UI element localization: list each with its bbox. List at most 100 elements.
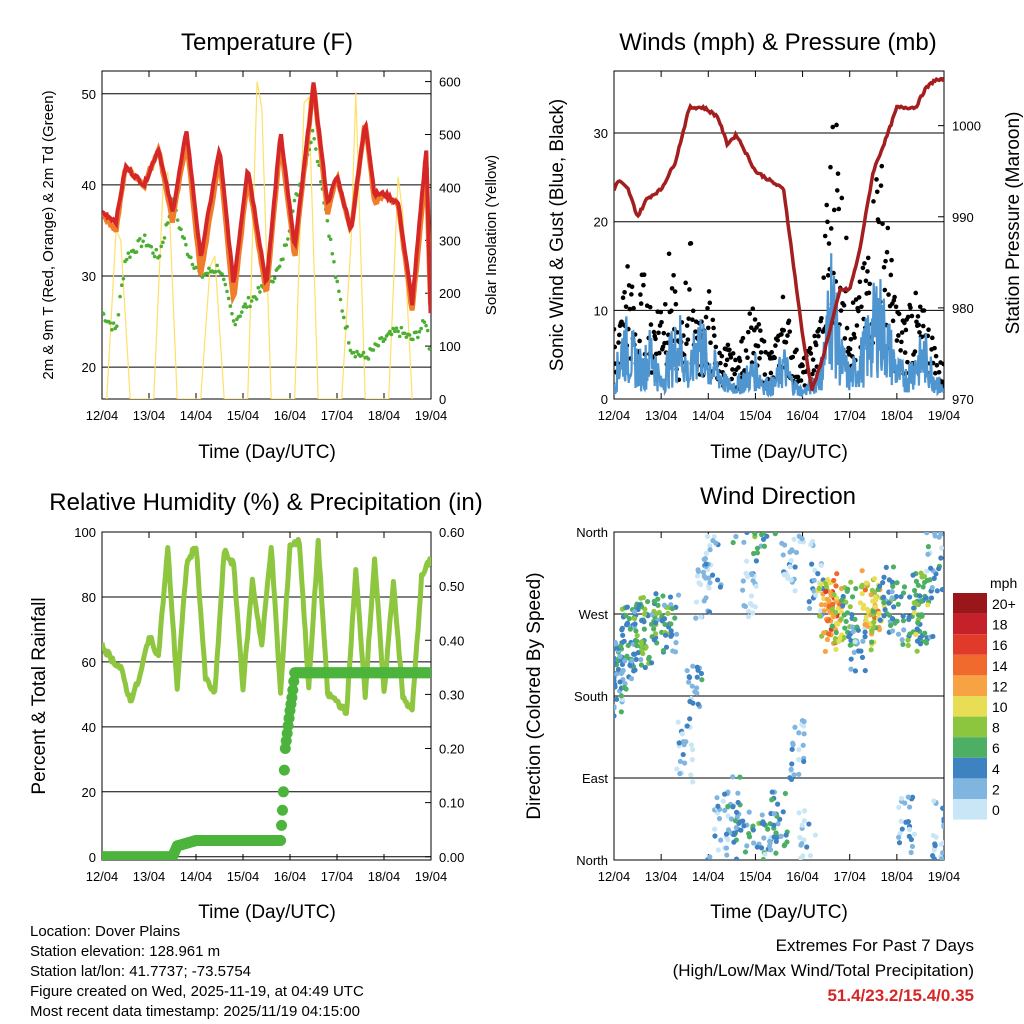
x-tick-label: 12/04 <box>598 408 631 423</box>
direction-point <box>769 789 775 795</box>
direction-point <box>925 551 931 557</box>
direction-point <box>890 564 897 570</box>
direction-point <box>801 837 807 843</box>
gust-point <box>892 294 897 300</box>
direction-point <box>813 592 819 598</box>
direction-point <box>668 621 674 627</box>
gust-point <box>899 330 905 335</box>
direction-point <box>852 616 858 622</box>
gust-point <box>718 360 723 366</box>
direction-point <box>724 852 730 858</box>
dewpoint-point <box>166 221 170 225</box>
direction-point <box>733 533 739 540</box>
gust-point <box>834 188 840 193</box>
direction-point <box>823 588 829 595</box>
y-tick-label: North <box>576 525 608 540</box>
direction-point <box>674 766 680 772</box>
direction-point <box>707 543 713 549</box>
gust-point <box>917 330 922 335</box>
x-tick-label: 16/04 <box>786 869 819 884</box>
direction-point <box>694 674 700 680</box>
direction-point <box>938 532 944 536</box>
direction-point <box>821 630 827 636</box>
gust-point <box>625 264 630 269</box>
direction-point <box>760 856 766 860</box>
legend-label: 0 <box>992 802 1000 818</box>
direction-point <box>881 600 887 606</box>
speed-legend: 20+ 18 16 14 12 10 8 6 4 2 0 <box>953 593 1016 820</box>
direction-point <box>868 647 874 653</box>
direction-point <box>907 631 913 637</box>
direction-point <box>644 598 651 605</box>
dewpoint-point <box>330 251 335 256</box>
direction-point <box>635 650 641 656</box>
dewpoint-point <box>215 263 219 268</box>
winds-plot: 12/04 13/04 14/04 15/04 16/04 17/04 18/04 19/04… <box>594 71 981 423</box>
direction-point <box>706 575 712 581</box>
direction-point <box>898 818 904 824</box>
gust-point <box>899 339 904 345</box>
gust-point <box>834 122 839 128</box>
direction-point <box>665 610 671 617</box>
direction-point <box>914 638 921 644</box>
direction-point <box>675 592 682 598</box>
direction-point <box>661 602 668 608</box>
direction-point <box>693 615 699 621</box>
direction-point <box>712 833 718 839</box>
gust-point <box>880 221 885 227</box>
direction-point <box>680 751 686 758</box>
direction-point <box>931 856 937 860</box>
direction-point <box>796 757 802 763</box>
direction-point <box>924 532 930 536</box>
gust-point <box>856 295 862 300</box>
humidity-plot: 12/04 13/04 14/04 15/04 16/04 17/04 18/04 19/04… <box>74 525 464 884</box>
gust-point <box>898 348 903 353</box>
dewpoint-point <box>124 257 129 262</box>
direction-point <box>624 653 630 659</box>
direction-point <box>835 621 841 627</box>
gust-point <box>736 365 741 370</box>
dewpoint-point <box>314 147 318 151</box>
direction-point <box>735 799 741 806</box>
direction-point <box>695 701 701 707</box>
direction-point <box>690 663 696 669</box>
gust-point <box>780 294 786 300</box>
direction-point <box>784 839 790 845</box>
direction-point <box>797 834 803 841</box>
direction-point <box>869 628 875 634</box>
direction-point <box>783 832 789 838</box>
direction-point <box>623 612 629 619</box>
y2-tick-label: 200 <box>439 286 461 301</box>
direction-point <box>928 595 935 601</box>
gust-point <box>893 304 899 310</box>
x-tick-label: 17/04 <box>321 869 354 884</box>
direction-point <box>812 832 819 838</box>
pressure-line <box>614 77 944 391</box>
gust-point <box>915 314 921 319</box>
dewpoint-point <box>310 128 315 133</box>
gust-point <box>730 351 736 356</box>
direction-point <box>911 610 918 616</box>
plot-area <box>614 77 944 398</box>
direction-point <box>745 614 752 620</box>
dewpoint-point <box>256 285 261 290</box>
temperature-panel: Temperature (F) 12/04 13/04 14/04 15/04 16/0… <box>40 29 500 463</box>
dewpoint-point <box>220 272 224 276</box>
direction-point <box>640 650 646 657</box>
precip-point <box>275 835 287 847</box>
direction-point <box>925 602 931 608</box>
direction-point <box>627 626 633 632</box>
gust-point <box>862 261 867 266</box>
direction-point <box>788 577 794 583</box>
gust-point <box>826 241 832 246</box>
direction-point <box>762 851 768 857</box>
direction-point <box>898 594 904 600</box>
direction-point <box>880 580 886 586</box>
direction-point <box>625 642 631 649</box>
gust-point <box>638 292 643 297</box>
gust-point <box>706 289 712 294</box>
gust-point <box>761 339 767 344</box>
gust-point <box>830 124 836 130</box>
gust-point <box>881 264 887 270</box>
dewpoint-point <box>332 259 336 264</box>
